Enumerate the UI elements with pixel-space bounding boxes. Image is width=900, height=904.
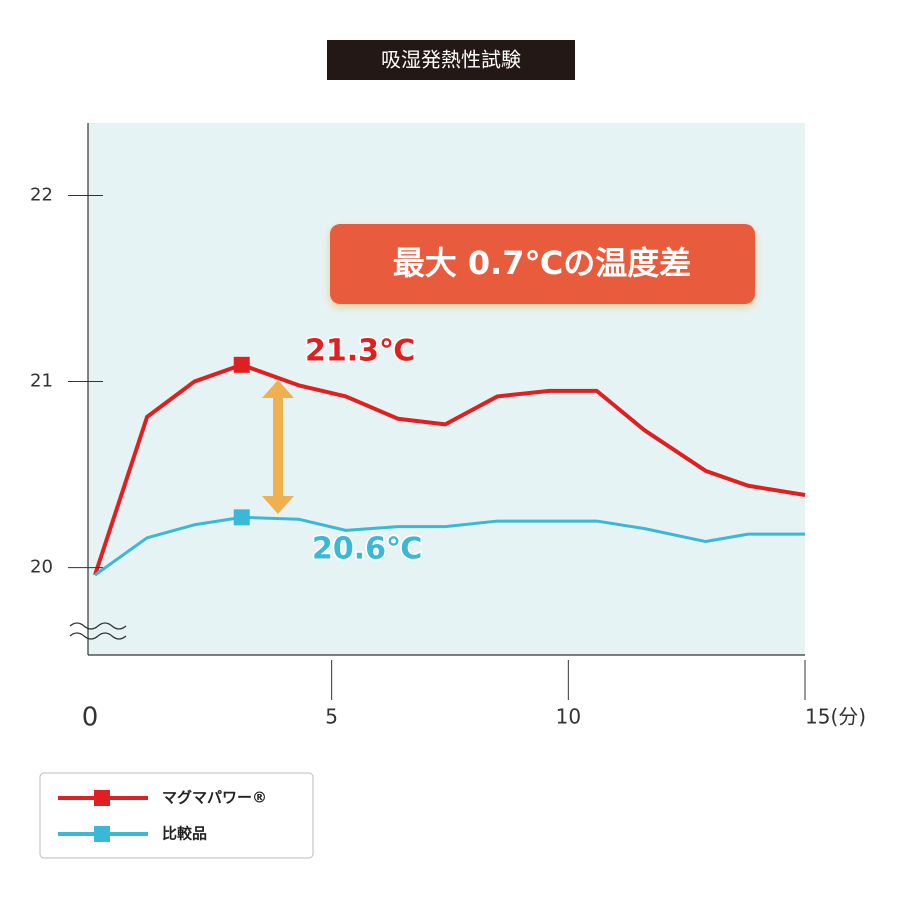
y-tick-label: 21 (30, 371, 53, 392)
highlight-marker (233, 509, 250, 526)
chart-title: 吸湿発熱性試験 (381, 48, 521, 72)
legend-box (39, 772, 314, 859)
x-tick-label: 0 (82, 703, 99, 733)
y-tick-label: 20 (30, 557, 53, 578)
legend-label: 比較品 (162, 825, 207, 843)
x-tick-label: 10 (556, 705, 581, 729)
annotation: 最大 0.7℃の温度差 (393, 244, 692, 282)
difference-arrow (262, 380, 294, 514)
series-line (93, 362, 806, 576)
y-tick-label: 22 (30, 185, 53, 206)
plot-area (88, 123, 805, 655)
legend-marker (94, 790, 110, 806)
annotation: 20.6℃ (312, 532, 422, 567)
highlight-marker (233, 356, 250, 373)
legend-label: マグマパワー® (162, 789, 267, 807)
series-line (94, 515, 805, 577)
x-tick-label: 15(分) (805, 705, 866, 729)
axis-break (69, 622, 127, 640)
annotation-box (330, 224, 755, 304)
x-tick-label: 5 (325, 705, 338, 729)
legend-marker (94, 826, 110, 842)
title-box (327, 40, 575, 80)
annotation: 21.3℃ (305, 334, 415, 369)
